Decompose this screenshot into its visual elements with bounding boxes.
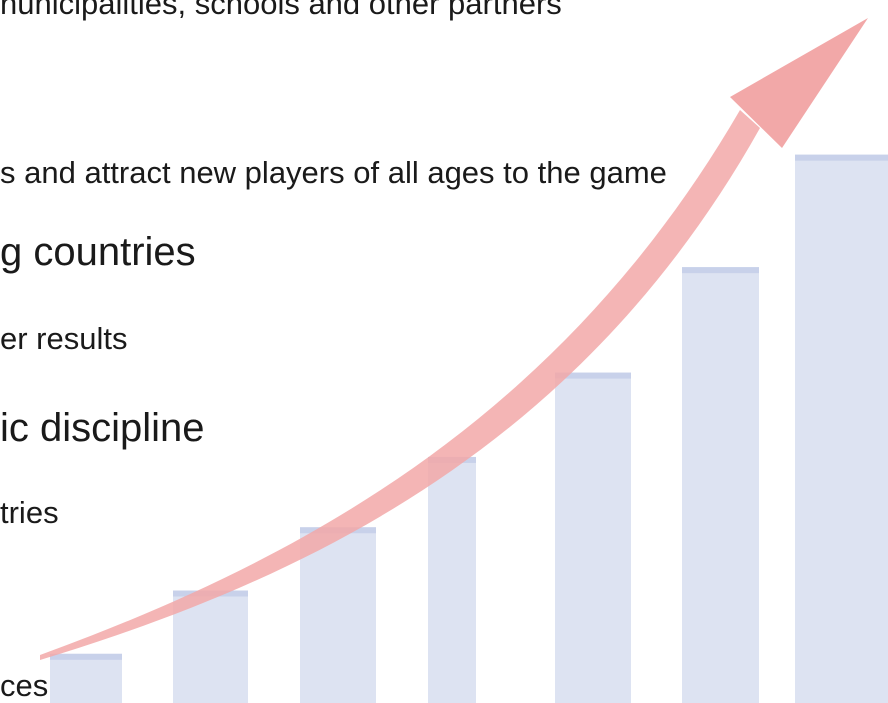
text-line-tries: tries [0, 495, 59, 530]
bar-top-6 [682, 267, 759, 274]
text-line-ces: ces [0, 668, 49, 703]
bar-4 [428, 456, 476, 703]
text-line-partners: nunicipalities, schools and other partne… [0, 0, 562, 21]
bar-top-1 [50, 653, 122, 660]
bar-3 [300, 527, 376, 703]
heading-discipline: ic discipline [0, 406, 205, 450]
bar-1 [50, 653, 122, 703]
bar-top-5 [555, 372, 631, 379]
arrow-body [40, 110, 760, 660]
bar-top-7 [795, 154, 888, 161]
bar-6 [682, 267, 759, 703]
bar-7 [795, 154, 888, 703]
bar-5 [555, 372, 631, 703]
text-line-attract-players: s and attract new players of all ages to… [0, 155, 667, 190]
text-line-results: er results [0, 321, 128, 356]
heading-countries: g countries [0, 230, 196, 274]
arrow-head-icon [730, 18, 868, 148]
